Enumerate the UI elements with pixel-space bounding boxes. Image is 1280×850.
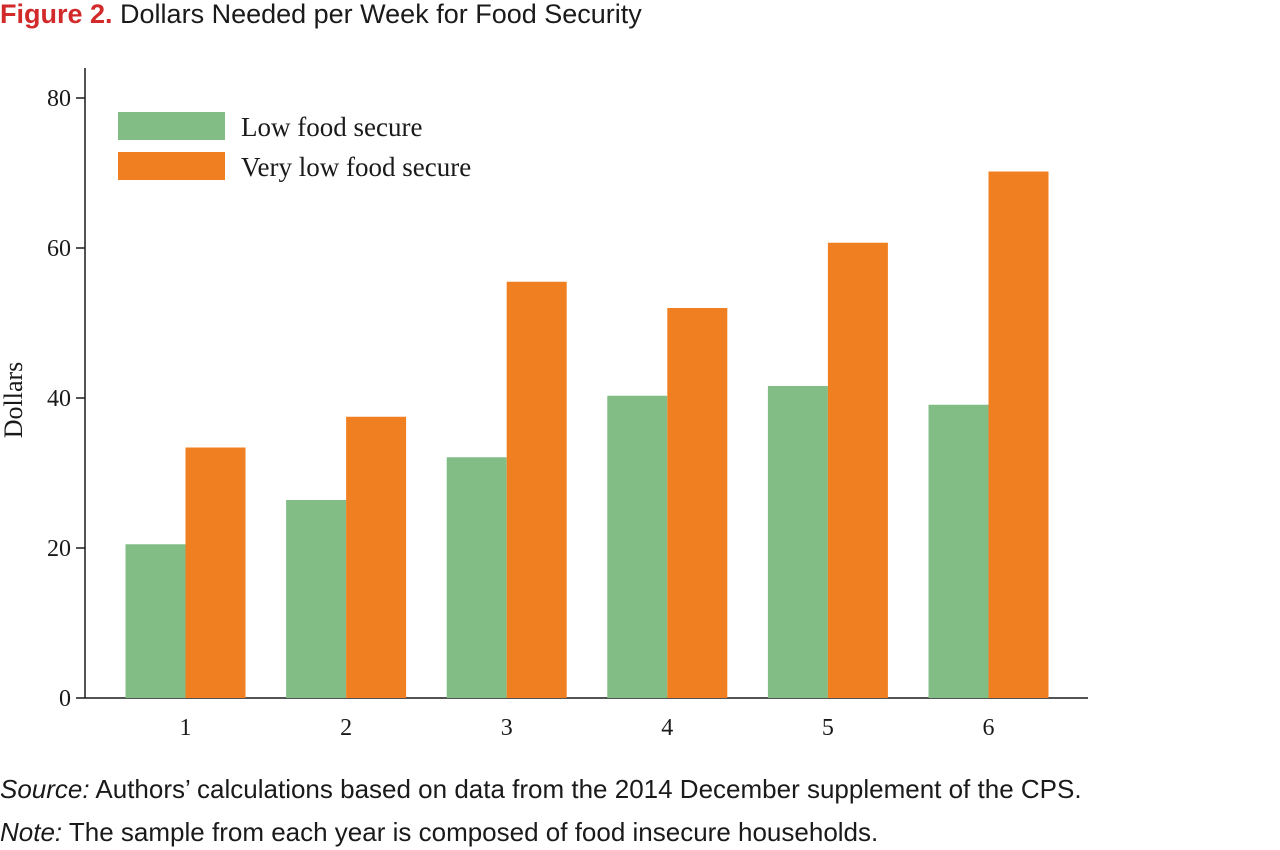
bar-very-low-food-secure [827,242,888,698]
source-caption: Source: Authors’ calculations based on d… [0,774,1082,804]
figure-title: Figure 2. Dollars Needed per Week for Fo… [0,0,642,30]
bar-very-low-food-secure [988,171,1049,698]
y-axis-title: Dollars [0,362,28,439]
x-tick-label: 3 [501,715,513,741]
bar-low-food-secure [286,500,347,698]
x-tick-label: 4 [661,715,673,741]
y-tick-label: 0 [59,686,71,712]
x-tick-label: 6 [983,715,995,741]
bar-low-food-secure [607,395,668,698]
note-lead: Note: [0,817,63,847]
x-tick-label: 5 [822,715,834,741]
bar-very-low-food-secure [667,308,728,698]
bar-low-food-secure [767,386,828,698]
x-tick-label: 2 [340,715,352,741]
legend-label: Very low food secure [241,152,471,182]
y-tick-label: 40 [47,386,71,412]
bar-very-low-food-secure [506,281,567,698]
legend-swatch [118,112,225,140]
bar-low-food-secure [446,457,507,698]
y-tick-label: 60 [47,236,71,262]
bar-very-low-food-secure [185,447,246,698]
note-caption: Note: The sample from each year is compo… [0,817,878,847]
x-tick-label: 1 [180,715,192,741]
y-tick-label: 20 [47,536,71,562]
legend-swatch [118,152,225,180]
y-tick-label: 80 [47,86,71,112]
bar-low-food-secure [928,404,989,698]
source-lead: Source: [0,774,90,804]
source-text: Authors’ calculations based on data from… [89,774,1082,804]
figure-title-text: Dollars Needed per Week for Food Securit… [120,0,642,29]
note-text: The sample from each year is composed of… [62,817,879,847]
bar-low-food-secure [125,544,186,698]
bar-very-low-food-secure [346,416,407,698]
figure-label: Figure 2. [0,0,113,29]
legend-label: Low food secure [241,112,422,142]
